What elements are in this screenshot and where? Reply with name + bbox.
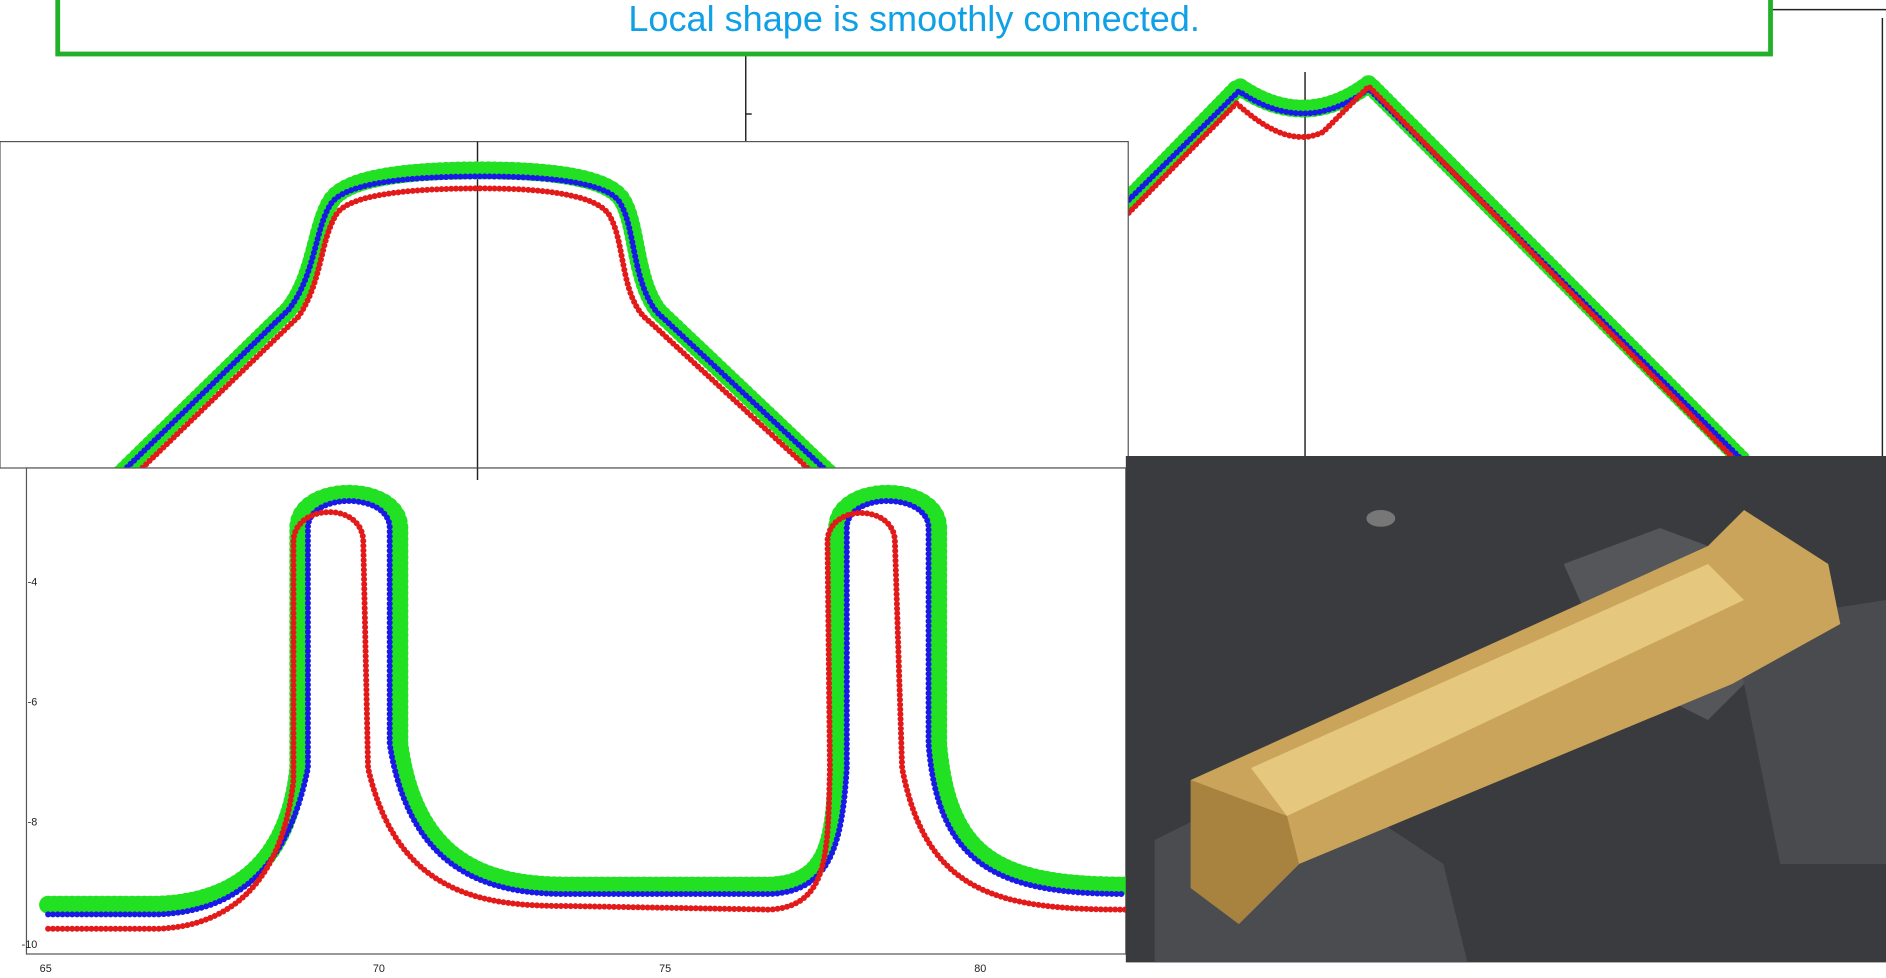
y-tick-label: -6: [28, 697, 38, 709]
top-right-plot: [1125, 72, 1751, 456]
photo-vise: [1732, 600, 1886, 864]
photo-part-shadow: [1190, 780, 1300, 924]
curve-green: [1125, 72, 1751, 456]
curve-red: [45, 509, 1126, 932]
x-tick-label: 75: [659, 963, 671, 975]
x-tick-label: 80: [974, 963, 986, 975]
photo-part-highlight: [1250, 564, 1745, 816]
curve-red: [1125, 82, 1736, 456]
curve-blue: [122, 173, 828, 468]
x-tick-label: 65: [40, 963, 52, 975]
title-box: [55, 0, 1773, 57]
y-tick-label: -10: [22, 939, 38, 951]
middle-left-plot: [113, 141, 837, 468]
photo: [1125, 456, 1886, 963]
x-tick-label: 70: [373, 963, 385, 975]
curve-red: [137, 185, 812, 468]
curve-blue: [45, 498, 1126, 918]
x-tick-labels: 65 70 75 80: [40, 963, 987, 975]
slide-title: Local shape is smoothly connected.: [628, 0, 1200, 39]
bottom-plot: [39, 468, 1126, 932]
y-tick-label: -4: [28, 577, 38, 589]
photo-hole: [1366, 510, 1396, 527]
y-tick-labels: -4 -6 -8 -10: [22, 577, 38, 951]
y-tick-label: -8: [28, 817, 38, 829]
curve-green: [39, 484, 1126, 914]
